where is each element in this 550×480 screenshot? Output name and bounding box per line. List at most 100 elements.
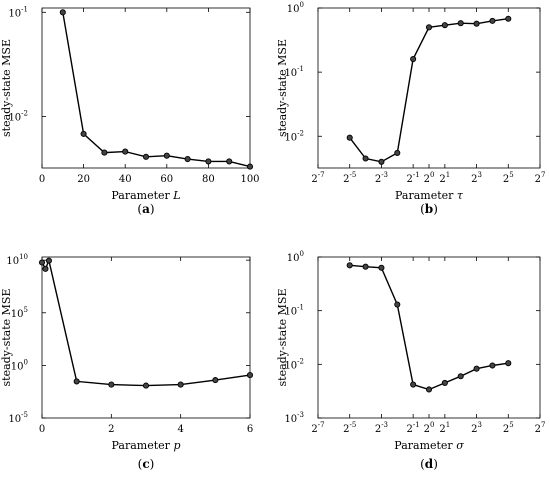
data-point <box>177 381 184 388</box>
x-tick-label: 21 <box>439 171 450 185</box>
x-tick-label: 4 <box>177 424 183 435</box>
x-tick-label: 21 <box>439 421 450 435</box>
data-point <box>441 379 448 386</box>
data-point <box>346 262 353 269</box>
y-tick-label: 100 <box>287 1 304 15</box>
data-point <box>378 264 385 271</box>
x-tick-label: 2-5 <box>343 171 356 185</box>
data-point <box>394 149 401 156</box>
panel-caption: (c) <box>138 457 155 471</box>
data-point <box>184 156 191 163</box>
series-line <box>349 264 509 391</box>
data-point <box>59 9 66 16</box>
data-point <box>122 148 129 155</box>
data-point <box>410 381 417 388</box>
y-axis-label: steady-state MSE <box>276 39 289 137</box>
data-point <box>457 373 464 380</box>
y-axis-label: steady-state MSE <box>0 39 13 137</box>
x-tick-label: 23 <box>471 421 482 435</box>
x-tick-label: 100 <box>240 174 259 185</box>
data-point <box>108 381 115 388</box>
y-axis-label: steady-state MSE <box>0 289 13 387</box>
x-tick-label: 20 <box>424 171 435 185</box>
data-point <box>410 55 417 63</box>
data-point <box>38 259 46 266</box>
x-tick-label: 80 <box>202 174 215 185</box>
y-tick-label: 100 <box>11 358 28 372</box>
data-point <box>441 22 448 29</box>
x-tick-label: 27 <box>535 171 546 185</box>
data-point <box>394 301 401 308</box>
x-tick-label: 20 <box>77 174 90 185</box>
plot-frame <box>41 256 251 419</box>
y-axis-label: steady-state MSE <box>276 289 289 387</box>
x-tick-label: 2-3 <box>375 171 388 185</box>
panel-2: 0 2 4 6 10-5 100 105 1010 steady-state MSE Parame… <box>0 253 253 471</box>
x-tick-label: 0 <box>39 424 45 435</box>
data-point <box>489 17 496 24</box>
data-point <box>362 263 369 270</box>
x-tick-label: 6 <box>247 424 253 435</box>
panel-caption: (b) <box>420 202 438 216</box>
y-tick-label: 10-3 <box>284 411 304 425</box>
data-point <box>425 24 433 31</box>
data-point <box>505 360 512 367</box>
panel-1: 2-7 2-5 2-3 2-1 20 21 23 25 2710-210-1100steady-… <box>276 1 545 216</box>
panel-3: 2-7 2-5 2-3 2-1 20 21 23 25 2710-310-210-1100ste… <box>276 250 545 471</box>
plot-frame <box>317 7 541 169</box>
plot-frame <box>41 7 251 169</box>
data-point <box>205 158 212 165</box>
x-tick-label: 25 <box>503 421 514 435</box>
y-tick-label: 10-1 <box>8 5 28 19</box>
data-point <box>142 382 150 389</box>
series-line <box>62 12 251 168</box>
x-tick-label: 2-1 <box>407 171 420 185</box>
x-tick-label: 2-7 <box>311 421 324 435</box>
data-point <box>473 365 480 372</box>
data-point <box>101 149 108 156</box>
x-tick-label: 0 <box>39 174 45 185</box>
x-tick-label: 20 <box>424 421 435 435</box>
y-tick-label: 1010 <box>6 253 28 267</box>
x-tick-label: 60 <box>160 174 173 185</box>
x-axis-label: Parameter p <box>112 439 181 452</box>
data-point <box>80 130 87 137</box>
x-tick-label: 23 <box>471 171 482 185</box>
data-point <box>473 20 480 27</box>
y-tick-label: 100 <box>287 250 304 264</box>
y-tick-label: 105 <box>11 306 28 320</box>
plot-frame <box>317 256 541 419</box>
data-point <box>346 134 353 141</box>
data-point <box>163 152 170 159</box>
x-tick-label: 40 <box>119 174 132 185</box>
data-point <box>45 257 52 264</box>
panel-caption: (d) <box>420 457 438 471</box>
y-tick-label: 10-5 <box>8 411 28 425</box>
data-point <box>226 158 233 165</box>
data-point <box>212 377 219 384</box>
x-tick-label: 2-1 <box>407 421 420 435</box>
series-line <box>41 258 251 387</box>
data-point <box>489 362 496 369</box>
data-point <box>42 265 49 272</box>
x-tick-label: 25 <box>503 171 514 185</box>
x-tick-label: 2-7 <box>311 171 324 185</box>
x-axis-label: Parameter L <box>111 189 180 202</box>
x-tick-label: 27 <box>535 421 546 435</box>
data-point <box>362 155 369 162</box>
data-point <box>142 153 150 160</box>
data-point <box>73 378 80 385</box>
x-axis-label: Parameter σ <box>394 439 464 452</box>
data-point <box>378 158 385 165</box>
data-point <box>505 15 512 22</box>
panel-caption: (a) <box>137 202 154 216</box>
data-point <box>246 163 254 170</box>
x-tick-label: 2-5 <box>343 421 356 435</box>
x-tick-label: 2-3 <box>375 421 388 435</box>
data-point <box>425 386 433 393</box>
x-axis-label: Parameter τ <box>395 189 464 202</box>
series-line <box>349 18 509 163</box>
data-point <box>457 20 464 27</box>
